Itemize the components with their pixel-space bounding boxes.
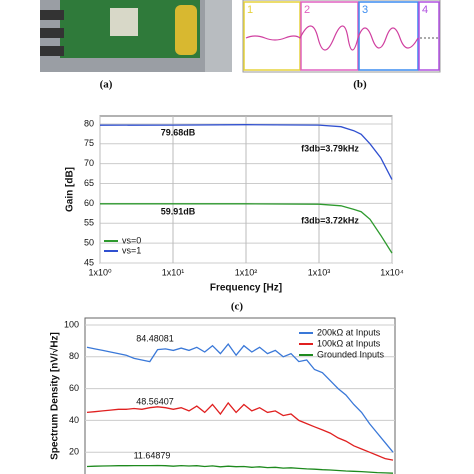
x-tick-label: 1x10² xyxy=(235,267,258,277)
y-tick-label: 70 xyxy=(84,158,94,168)
annotation: f3db=3.79kHz xyxy=(301,143,359,153)
series-line xyxy=(100,203,393,254)
scope-channel: 4 xyxy=(422,4,428,16)
y-tick-label: 75 xyxy=(84,138,94,148)
y-tick-label: 60 xyxy=(69,383,79,393)
x-tick-label: 1x10³ xyxy=(308,267,331,277)
series-line xyxy=(86,343,394,453)
y-tick-label: 55 xyxy=(84,218,94,228)
panel-label: (c) xyxy=(231,301,244,313)
annotation: 59.91dB xyxy=(161,206,196,216)
annotation: 79.68dB xyxy=(161,127,196,137)
y-tick-label: 80 xyxy=(84,118,94,128)
panel-label: (b) xyxy=(353,79,367,91)
series-line xyxy=(86,401,394,461)
legend-label: Grounded Inputs xyxy=(317,349,385,359)
series-line xyxy=(99,124,393,180)
x-tick-label: 1x10⁴ xyxy=(380,267,404,277)
y-axis-label: Gain [dB] xyxy=(65,167,76,212)
board-photo xyxy=(40,0,232,72)
scope-channel: 1 xyxy=(247,4,253,16)
y-tick-label: 65 xyxy=(84,178,94,188)
panel-label: (a) xyxy=(100,79,113,91)
y-tick-label: 60 xyxy=(84,198,94,208)
legend-label: vs=1 xyxy=(122,245,141,255)
scope-screen xyxy=(242,0,441,73)
y-tick-label: 50 xyxy=(84,238,94,248)
legend-label: 200kΩ at Inputs xyxy=(317,327,381,337)
x-tick-label: 1x10¹ xyxy=(162,267,185,277)
annotation: 11.64879 xyxy=(134,450,171,460)
annotation: f3db=3.72kHz xyxy=(301,215,359,225)
series-line xyxy=(86,464,394,474)
legend-label: vs=0 xyxy=(122,235,141,245)
y-axis-label: Spectrum Density [nV/√Hz] xyxy=(50,332,61,460)
annotation: 84.48081 xyxy=(136,333,174,343)
y-tick-label: 80 xyxy=(69,351,79,361)
y-tick-label: 40 xyxy=(69,415,79,425)
scope-channel: 2 xyxy=(304,4,310,16)
x-axis-label: Frequency [Hz] xyxy=(210,283,282,294)
annotation: 48.56407 xyxy=(136,396,174,406)
x-tick-label: 1x10⁰ xyxy=(88,267,112,277)
plot-area xyxy=(84,317,396,474)
legend-label: 100kΩ at Inputs xyxy=(317,338,381,348)
y-tick-label: 45 xyxy=(84,257,94,267)
y-tick-label: 100 xyxy=(64,319,79,329)
scope-channel: 3 xyxy=(362,4,368,16)
y-tick-label: 20 xyxy=(69,447,79,457)
